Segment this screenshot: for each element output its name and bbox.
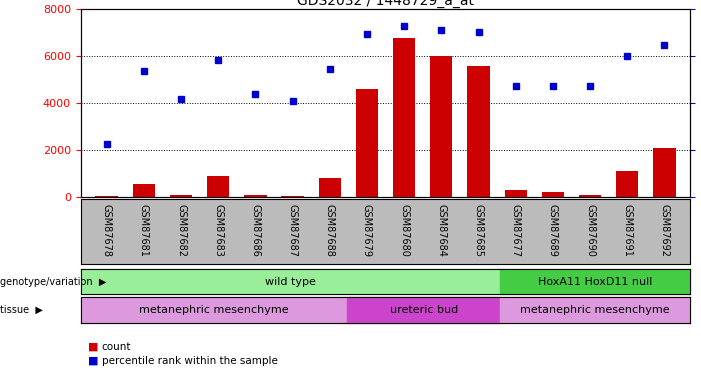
Bar xyxy=(319,178,341,197)
Bar xyxy=(430,56,452,197)
Title: GDS2032 / 1448729_a_at: GDS2032 / 1448729_a_at xyxy=(297,0,474,8)
Bar xyxy=(244,195,266,197)
Bar xyxy=(500,269,690,294)
Bar xyxy=(170,195,192,197)
Bar xyxy=(505,190,527,197)
Bar xyxy=(348,297,500,322)
Bar xyxy=(579,195,601,197)
Text: GSM87685: GSM87685 xyxy=(473,204,484,257)
Text: GSM87677: GSM87677 xyxy=(511,204,521,257)
Text: tissue  ▶: tissue ▶ xyxy=(0,305,43,315)
Bar xyxy=(81,297,348,322)
Bar xyxy=(281,196,304,197)
Text: genotype/variation  ▶: genotype/variation ▶ xyxy=(0,277,107,286)
Text: GSM87680: GSM87680 xyxy=(399,204,409,257)
Text: ureteric bud: ureteric bud xyxy=(390,305,458,315)
Text: GSM87682: GSM87682 xyxy=(176,204,186,257)
Text: GSM87686: GSM87686 xyxy=(250,204,260,257)
Text: GSM87691: GSM87691 xyxy=(622,204,632,257)
Bar xyxy=(653,148,676,197)
Text: GSM87679: GSM87679 xyxy=(362,204,372,257)
Text: wild type: wild type xyxy=(265,277,315,286)
Bar xyxy=(393,38,415,197)
Text: percentile rank within the sample: percentile rank within the sample xyxy=(102,356,278,366)
Bar xyxy=(500,297,690,322)
Bar xyxy=(356,89,378,197)
Text: GSM87687: GSM87687 xyxy=(287,204,298,257)
Text: metanephric mesenchyme: metanephric mesenchyme xyxy=(520,305,670,315)
Text: metanephric mesenchyme: metanephric mesenchyme xyxy=(139,305,289,315)
Text: GSM87689: GSM87689 xyxy=(548,204,558,257)
Text: ■: ■ xyxy=(88,342,98,352)
Text: GSM87688: GSM87688 xyxy=(325,204,335,257)
Bar xyxy=(468,66,490,197)
Text: HoxA11 HoxD11 null: HoxA11 HoxD11 null xyxy=(538,277,653,286)
Text: GSM87690: GSM87690 xyxy=(585,204,595,257)
Text: GSM87692: GSM87692 xyxy=(660,204,669,257)
Bar xyxy=(95,196,118,197)
Text: GSM87681: GSM87681 xyxy=(139,204,149,257)
Bar xyxy=(616,171,639,197)
Text: ■: ■ xyxy=(88,356,98,366)
Text: count: count xyxy=(102,342,131,352)
Text: GSM87684: GSM87684 xyxy=(436,204,447,257)
Text: GSM87678: GSM87678 xyxy=(102,204,111,257)
Bar xyxy=(207,176,229,197)
Text: GSM87683: GSM87683 xyxy=(213,204,223,257)
Bar xyxy=(132,184,155,197)
Bar xyxy=(542,192,564,197)
Bar xyxy=(81,269,500,294)
